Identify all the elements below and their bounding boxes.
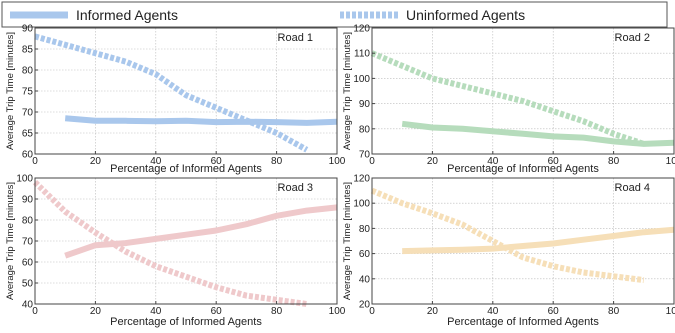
x-axis-label: Percentage of Informed Agents — [447, 316, 599, 328]
y-tick-label: 50 — [22, 279, 34, 290]
x-tick-label: 60 — [548, 156, 560, 167]
y-tick-label: 100 — [353, 74, 370, 85]
y-tick-label: 75 — [22, 87, 34, 98]
series-uninformed-line — [370, 187, 645, 284]
y-tick-label: 110 — [354, 49, 370, 60]
y-tick-label: 80 — [359, 224, 371, 235]
legend: Informed Agents Uninformed Agents — [1, 1, 668, 28]
x-tick-label: 20 — [90, 156, 102, 167]
y-tick-label: 90 — [359, 99, 371, 110]
y-axis-label: Average Trip Time [minutes] — [5, 32, 16, 150]
y-tick-label: 100 — [353, 199, 370, 210]
x-tick-label: 40 — [487, 306, 499, 317]
y-tick-label: 65 — [22, 129, 34, 140]
y-tick-label: 20 — [359, 300, 371, 311]
y-tick-label: 80 — [359, 124, 371, 135]
x-tick-label: 40 — [150, 156, 162, 167]
x-tick-label: 80 — [608, 156, 620, 167]
x-tick-label: 60 — [548, 306, 560, 317]
y-axis-label: Average Trip Time [minutes] — [342, 32, 353, 150]
x-tick-label: 60 — [211, 156, 223, 167]
road-title: Road 2 — [615, 32, 650, 44]
panel-road-3: 0 20 40 60 80 100 40 50 60 70 80 90 100 Road 3 Percent… — [5, 174, 346, 329]
panel-road-1: 0 20 40 60 80 100 60 65 70 75 80 85 90 Road 1 Percenta… — [5, 24, 346, 176]
series-informed-line — [64, 115, 338, 126]
series-uninformed-line — [370, 50, 645, 147]
x-tick-label: 20 — [90, 306, 102, 317]
y-tick-label: 60 — [359, 249, 371, 260]
y-tick-label: 120 — [353, 174, 370, 185]
axes-frame — [371, 27, 675, 155]
road-title: Road 1 — [278, 32, 313, 44]
x-tick-label: 80 — [271, 156, 283, 167]
x-tick-label: 0 — [32, 306, 38, 317]
x-tick-label: 100 — [666, 156, 675, 167]
y-axis-label: Average Trip Time [minutes] — [342, 182, 353, 300]
y-tick-label: 70 — [22, 237, 34, 248]
x-tick-label: 100 — [666, 306, 675, 317]
y-tick-label: 120 — [353, 24, 370, 35]
x-tick-label: 80 — [608, 306, 620, 317]
y-tick-label: 40 — [22, 300, 34, 311]
series-uninformed-line — [34, 33, 309, 153]
x-tick-label: 100 — [329, 156, 346, 167]
x-tick-label: 0 — [369, 156, 375, 167]
x-tick-label: 80 — [271, 306, 283, 317]
y-tick-label: 40 — [359, 274, 371, 285]
x-axis-label: Percentage of Informed Agents — [447, 163, 599, 175]
y-axis-label: Average Trip Time [minutes] — [5, 182, 16, 300]
y-tick-label: 80 — [22, 66, 34, 77]
legend-label-uninformed: Uninformed Agents — [406, 7, 525, 23]
x-axis-label: Percentage of Informed Agents — [110, 316, 262, 328]
series-informed-line — [401, 120, 675, 147]
x-tick-label: 0 — [32, 156, 38, 167]
x-axis-label: Percentage of Informed Agents — [110, 163, 262, 175]
x-tick-label: 0 — [369, 306, 375, 317]
y-tick-label: 60 — [22, 258, 34, 269]
y-tick-label: 60 — [22, 150, 34, 161]
y-tick-label: 85 — [22, 45, 34, 56]
y-tick-label: 100 — [16, 174, 33, 185]
series-uninformed-line — [32, 180, 308, 307]
y-tick-label: 70 — [359, 150, 371, 161]
x-tick-label: 20 — [427, 306, 439, 317]
panel-road-2: 0 20 40 60 80 100 70 80 90 100 110 120 Road 2 Percent… — [342, 24, 675, 176]
x-tick-label: 40 — [150, 306, 162, 317]
legend-box — [1, 1, 668, 28]
y-tick-label: 90 — [22, 195, 34, 206]
plot-area — [372, 178, 674, 304]
x-tick-label: 100 — [329, 306, 346, 317]
x-tick-label: 20 — [427, 156, 439, 167]
panel-road-4: 02040608010020406080100120Road 4Percenta… — [342, 174, 675, 329]
y-tick-label: 80 — [22, 216, 34, 227]
y-tick-label: 70 — [22, 108, 34, 119]
road-title: Road 4 — [615, 182, 650, 194]
x-tick-label: 60 — [211, 306, 223, 317]
legend-label-informed: Informed Agents — [76, 7, 178, 23]
road-title: Road 3 — [278, 182, 313, 194]
axes-frame — [371, 177, 675, 305]
x-tick-label: 40 — [487, 156, 499, 167]
y-tick-label: 90 — [22, 24, 34, 35]
series-informed-line — [402, 226, 675, 255]
